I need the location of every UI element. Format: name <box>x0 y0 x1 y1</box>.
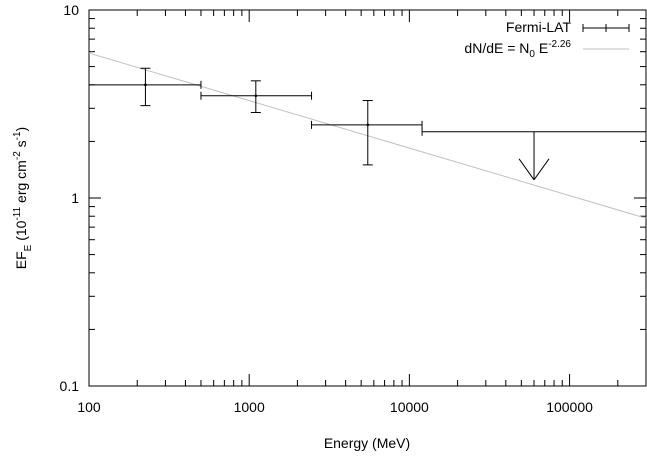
y-tick-label: 10 <box>63 2 79 18</box>
data-point <box>88 67 202 107</box>
upper-limit-arrow-head <box>518 158 535 181</box>
point-marker <box>144 83 147 87</box>
legend-label-power-law: dN/dE = N0 E-2.26 <box>464 39 571 60</box>
x-tick-label: 1000 <box>234 399 265 415</box>
legend: Fermi-LAT dN/dE = N0 E-2.26 <box>464 19 630 60</box>
x-tick-label: 10000 <box>390 399 429 415</box>
data-point <box>311 100 423 166</box>
y-tick-label: 1 <box>71 190 79 206</box>
x-tick-label: 100 <box>77 399 101 415</box>
series-layer <box>88 52 647 219</box>
legend-label-fermi-lat: Fermi-LAT <box>506 19 572 35</box>
plot-frame <box>88 9 647 387</box>
data-point <box>200 80 313 113</box>
x-tick-label: 100000 <box>546 399 593 415</box>
y-axis-label: EFE (10-11 erg cm-2 s-1) <box>12 127 34 269</box>
axis-tick-labels: 100 1000 10000 100000 0.1 1 10 <box>60 2 594 415</box>
upper-limit <box>421 127 646 181</box>
x-axis-label: Energy (MeV) <box>324 435 410 451</box>
y-tick-label: 0.1 <box>60 378 80 394</box>
point-marker <box>366 123 370 127</box>
point-marker <box>254 94 258 98</box>
legend-symbol-fermi-lat <box>582 24 630 32</box>
axis-ticks <box>88 9 647 387</box>
upper-limit-arrow-head <box>533 158 550 181</box>
